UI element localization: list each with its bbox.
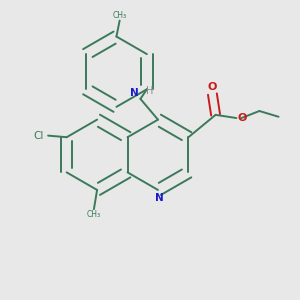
Text: Cl: Cl: [33, 130, 43, 141]
Text: CH₃: CH₃: [112, 11, 127, 20]
Text: N: N: [130, 88, 139, 98]
Text: CH₃: CH₃: [87, 210, 101, 219]
Text: O: O: [238, 113, 247, 123]
Text: N: N: [155, 193, 164, 202]
Text: O: O: [208, 82, 217, 92]
Text: H: H: [146, 86, 154, 96]
